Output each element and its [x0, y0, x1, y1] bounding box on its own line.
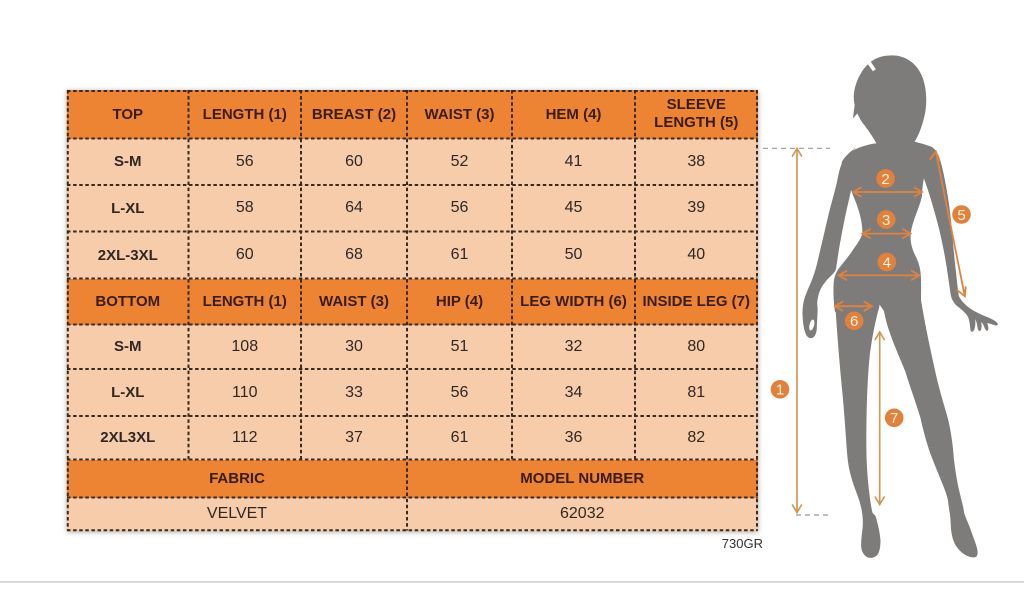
- svg-text:1: 1: [776, 382, 784, 399]
- svg-text:2: 2: [881, 171, 889, 188]
- svg-text:3: 3: [882, 212, 890, 229]
- svg-text:5: 5: [957, 207, 965, 224]
- svg-text:4: 4: [883, 254, 891, 271]
- svg-text:6: 6: [850, 313, 858, 330]
- svg-text:7: 7: [890, 410, 898, 427]
